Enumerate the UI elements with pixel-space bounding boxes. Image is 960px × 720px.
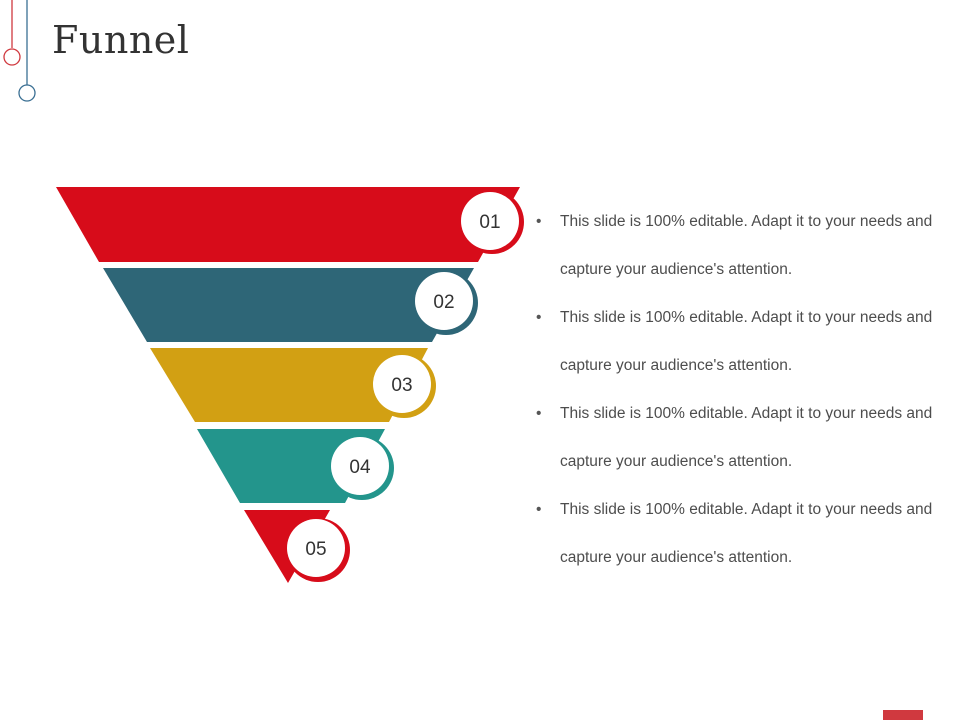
slide-title: Funnel (52, 18, 190, 62)
step-badge-3: 03 (372, 354, 436, 418)
step-badge-face (415, 272, 473, 330)
funnel-diagram: 01 02 03 04 05 (56, 187, 524, 583)
step-badge-4: 04 (330, 436, 394, 500)
step-badge-2: 02 (414, 271, 478, 335)
step-number-label: 01 (479, 212, 500, 233)
step-badge-face (331, 437, 389, 495)
step-number-label: 04 (349, 457, 371, 478)
bullet-list: This slide is 100% editable. Adapt it to… (536, 198, 936, 582)
funnel-band-1 (56, 187, 520, 262)
bullet-item: This slide is 100% editable. Adapt it to… (536, 486, 936, 582)
funnel-band-3 (150, 348, 428, 422)
step-badge-5: 05 (286, 518, 350, 582)
step-badge-face (287, 519, 345, 577)
bullet-item: This slide is 100% editable. Adapt it to… (536, 294, 936, 390)
step-number-label: 02 (433, 292, 454, 313)
corner-accent (883, 710, 923, 720)
pendant-circle-blue (18, 84, 36, 102)
step-number-label: 03 (391, 375, 412, 396)
bullet-item: This slide is 100% editable. Adapt it to… (536, 390, 936, 486)
pendant-circle-red (3, 48, 21, 66)
funnel-band-2 (103, 268, 474, 342)
bullet-item: This slide is 100% editable. Adapt it to… (536, 198, 936, 294)
step-badge-face (373, 355, 431, 413)
pendant-decoration (3, 0, 36, 102)
step-number-label: 05 (305, 539, 326, 560)
step-badge-1: 01 (460, 190, 524, 254)
step-badge-face (461, 192, 519, 250)
